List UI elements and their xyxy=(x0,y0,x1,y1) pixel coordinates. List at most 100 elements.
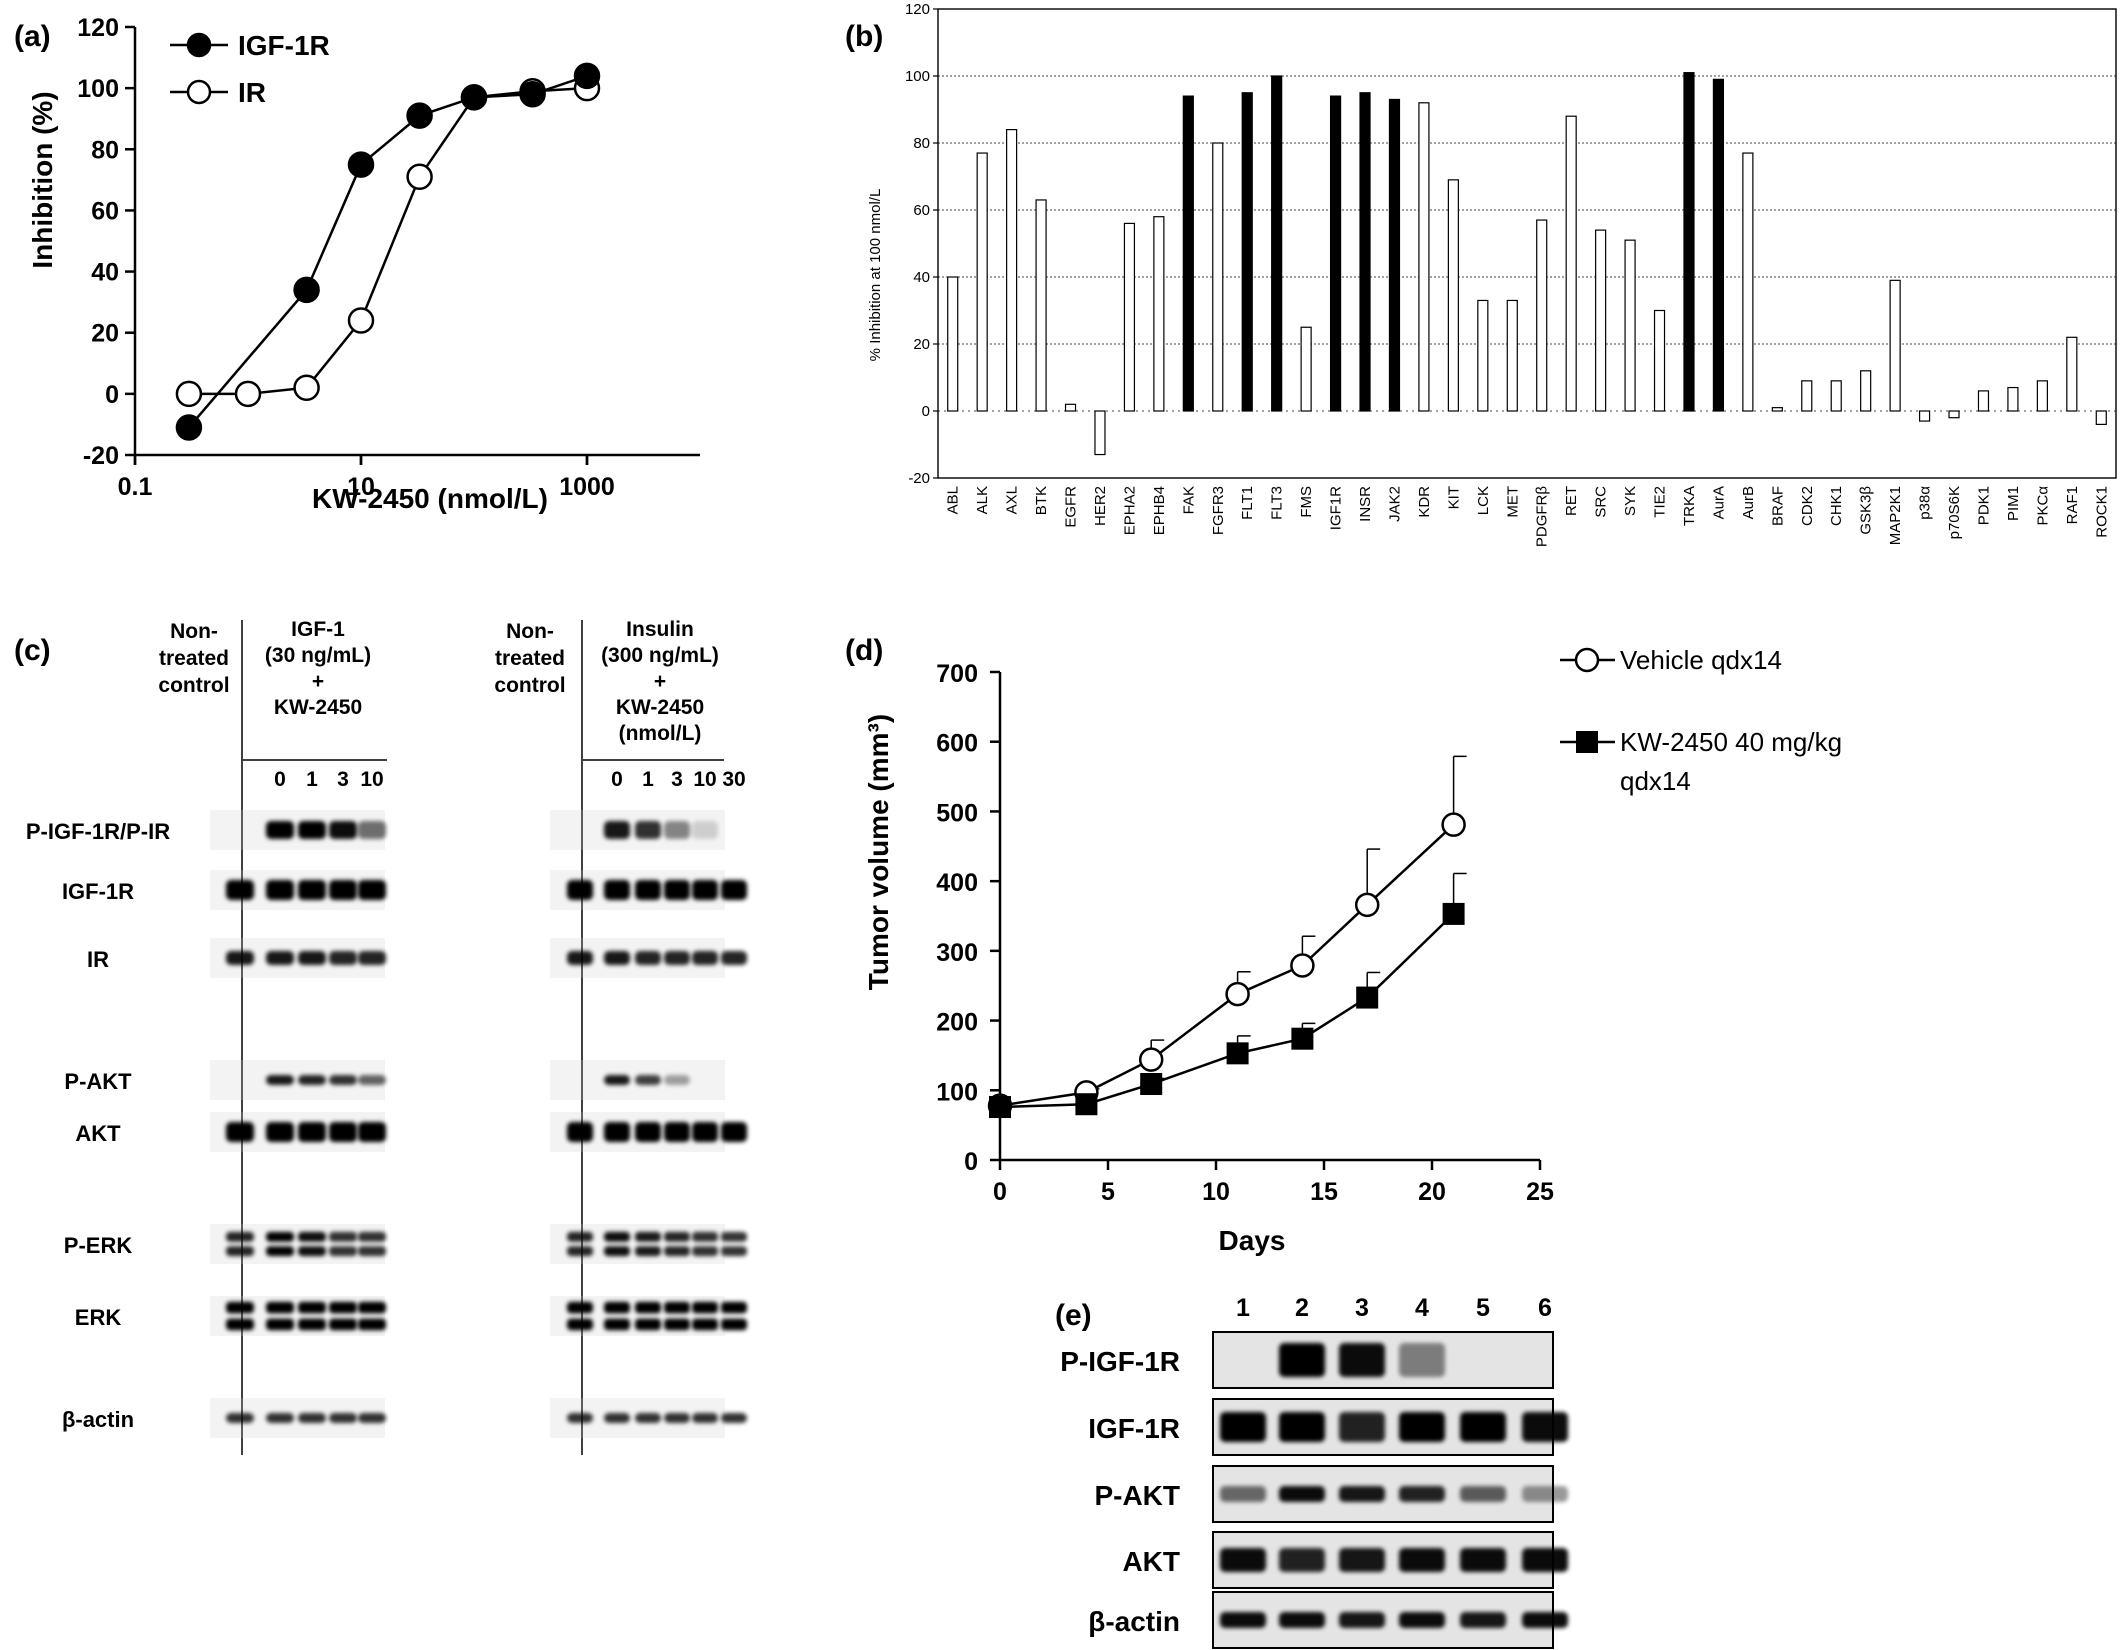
bar xyxy=(1860,370,1872,412)
panel-label-c: (c) xyxy=(14,634,51,667)
blot-row-label: P-AKT xyxy=(64,1069,132,1094)
panel-c-blots: Non-treated control IGF-1 (30 ng/mL) + KW-245… xyxy=(26,618,747,1455)
x-tick-label: 0.1 xyxy=(118,473,153,501)
band-core xyxy=(635,880,661,900)
category-label: GSK3β xyxy=(1858,486,1875,535)
band-upper xyxy=(266,1231,294,1242)
bar xyxy=(1094,410,1106,456)
category-label: KDR xyxy=(1416,486,1433,518)
panel-d: (d) 0 100 200 300 400 500 600 700 0 5 10 15 20 25 Veh… xyxy=(845,634,1842,1256)
treatment-header: KW-2450 xyxy=(274,696,362,719)
blot-row-label: P-IGF-1R xyxy=(1060,1346,1180,1377)
blot-band xyxy=(298,821,326,839)
data-point xyxy=(234,380,262,408)
band-upper xyxy=(664,1301,690,1314)
band-upper xyxy=(329,1231,357,1242)
bar xyxy=(1889,279,1901,412)
data-point xyxy=(460,84,488,111)
data-point xyxy=(1225,981,1250,1007)
blot-band xyxy=(604,1231,630,1257)
category-label: EGFR xyxy=(1063,486,1080,528)
blot-band xyxy=(1460,1412,1506,1442)
blot-band xyxy=(266,1231,294,1257)
blot-band xyxy=(604,821,630,839)
y-tick-label: 120 xyxy=(77,14,119,42)
category-label: FMS xyxy=(1298,486,1315,518)
panel-b-chart: -20 0 20 40 60 80 100 120 ABL ALK AXL BTK EGFR HER2 EP… xyxy=(905,1,2117,547)
bar xyxy=(2066,336,2078,412)
blot-band xyxy=(692,1122,718,1142)
band-core xyxy=(298,821,326,839)
data-point xyxy=(175,380,203,408)
data-point xyxy=(1291,1027,1314,1050)
band-lower xyxy=(604,1246,630,1257)
bar xyxy=(1565,115,1577,412)
band-upper xyxy=(721,1231,747,1242)
band-core xyxy=(664,1413,690,1423)
category-label: LCK xyxy=(1475,486,1492,515)
blot-band xyxy=(329,1122,357,1142)
band-core xyxy=(721,951,747,965)
treatment-header: IGF-1 xyxy=(291,618,345,641)
blot-band xyxy=(226,951,254,965)
blot-band xyxy=(567,880,593,900)
blot-band xyxy=(329,880,357,900)
y-tick-label: 100 xyxy=(905,68,930,85)
data-point xyxy=(1138,1047,1164,1072)
band-upper xyxy=(604,1231,630,1242)
band-core xyxy=(1460,1548,1506,1572)
treatment-header: (300 ng/mL) xyxy=(601,644,719,667)
band-core xyxy=(298,1075,326,1085)
band-core xyxy=(1399,1343,1445,1377)
band-lower xyxy=(664,1246,690,1257)
band-core xyxy=(266,880,294,900)
blot-band xyxy=(226,880,254,900)
band-core xyxy=(1460,1412,1506,1442)
band-core xyxy=(329,821,357,839)
bar xyxy=(947,276,959,412)
blot-band xyxy=(266,880,294,900)
treatment-header: Insulin xyxy=(626,618,694,641)
band-core xyxy=(664,951,690,965)
blot-band xyxy=(358,880,386,900)
y-tick-label: 120 xyxy=(905,1,930,18)
blot-band xyxy=(226,1122,254,1142)
x-tick-label: 10 xyxy=(347,473,375,501)
data-point xyxy=(1140,1073,1163,1096)
lane-label: 3 xyxy=(1355,1294,1369,1322)
x-tick-label: 20 xyxy=(1418,1178,1446,1206)
blot-band xyxy=(358,1075,386,1085)
band-core xyxy=(358,1122,386,1142)
blot-band xyxy=(226,1301,254,1331)
band-upper xyxy=(266,1301,294,1314)
blot-band xyxy=(358,1231,386,1257)
band-core xyxy=(266,1122,294,1142)
band-core xyxy=(226,1122,254,1142)
band-lower xyxy=(721,1318,747,1331)
category-label: MAP2K1 xyxy=(1887,486,1904,545)
panel-a-series xyxy=(175,62,601,441)
data-point xyxy=(347,307,375,334)
band-core xyxy=(266,951,294,965)
lane-label: 10 xyxy=(693,768,716,791)
band-core xyxy=(298,880,326,900)
band-core xyxy=(604,1413,630,1423)
band-core xyxy=(567,1122,593,1142)
control-header: treated xyxy=(159,647,229,670)
blot-band xyxy=(692,1231,718,1257)
bar xyxy=(1595,229,1607,412)
treatment-header: + xyxy=(312,670,324,693)
blot-band xyxy=(1522,1412,1568,1442)
data-point xyxy=(1441,812,1466,837)
blot-band xyxy=(567,951,593,965)
band-lower xyxy=(226,1246,254,1257)
blot-band xyxy=(266,951,294,965)
blot-row-label: AKT xyxy=(75,1121,121,1146)
bar xyxy=(1447,179,1459,412)
panel-label-b: (b) xyxy=(845,20,883,53)
band-core xyxy=(1522,1548,1568,1572)
band-core xyxy=(358,1075,386,1085)
band-core xyxy=(358,821,386,839)
panel-a-xlabel: KW-2450 (nmol/L) xyxy=(312,483,548,514)
